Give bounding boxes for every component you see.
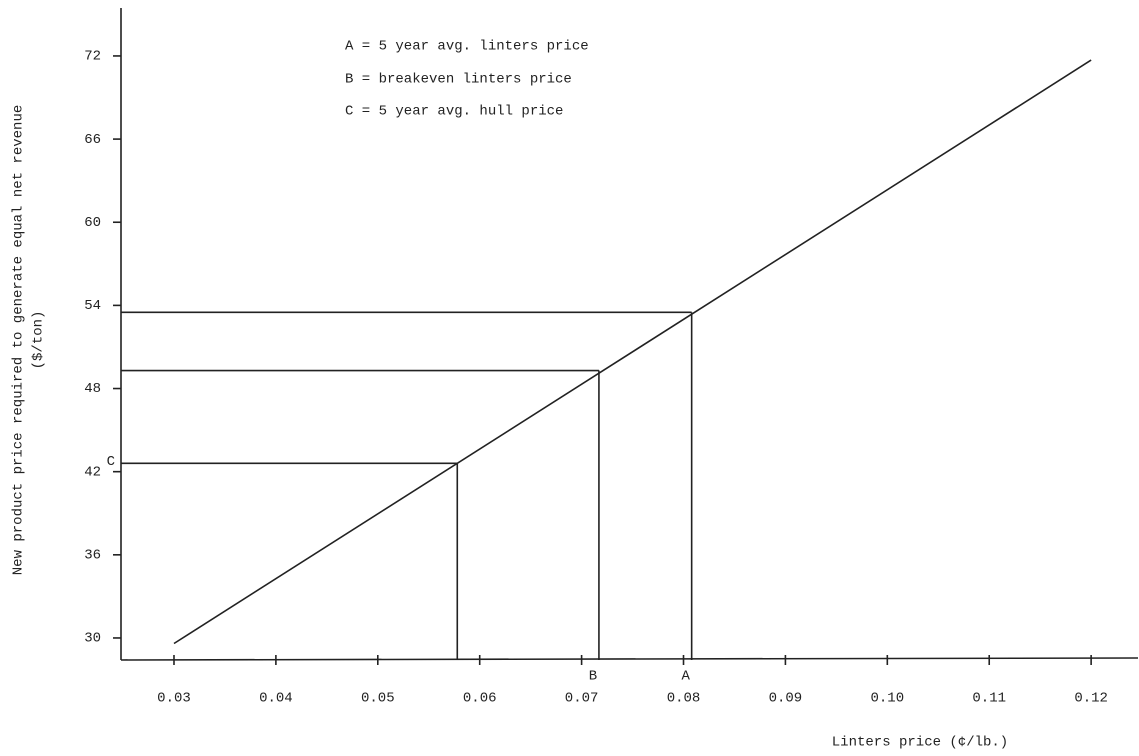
x-tick-label: 0.05: [361, 691, 395, 707]
data-line: [173, 59, 1092, 645]
x-tick-label: 0.10: [871, 691, 905, 707]
x-axis-label: Linters price (¢/lb.): [832, 735, 1008, 751]
x-axis: [120, 657, 1139, 661]
y-tick-label: 66: [84, 132, 101, 148]
annotation: C = 5 year avg. hull price: [345, 104, 563, 120]
annotation: B = breakeven linters price: [345, 72, 572, 88]
y-tick-label: 72: [84, 49, 101, 65]
y-tick-label: 36: [84, 548, 101, 564]
x-tick-label: 0.11: [972, 691, 1006, 707]
x-tick-label: 0.09: [769, 691, 803, 707]
reference-label: B: [589, 669, 597, 685]
x-tick-label: 0.04: [259, 691, 293, 707]
x-tick-label: 0.07: [565, 691, 599, 707]
y-tick-label: 60: [84, 215, 101, 231]
x-tick-label: 0.03: [157, 691, 191, 707]
y-tick-label: 30: [84, 631, 101, 647]
reference-label: C: [107, 454, 115, 470]
y-tick-label: 42: [84, 464, 101, 480]
annotation: A = 5 year avg. linters price: [345, 39, 589, 55]
y-tick-label: 54: [84, 298, 101, 314]
x-tick-label: 0.08: [667, 691, 701, 707]
y-tick-label: 48: [84, 381, 101, 397]
y-axis-label: ($/ton): [31, 311, 47, 370]
x-tick-label: 0.12: [1074, 691, 1108, 707]
y-axis-label: New product price required to generate e…: [11, 105, 27, 575]
x-tick-label: 0.06: [463, 691, 497, 707]
reference-label: A: [681, 669, 690, 685]
